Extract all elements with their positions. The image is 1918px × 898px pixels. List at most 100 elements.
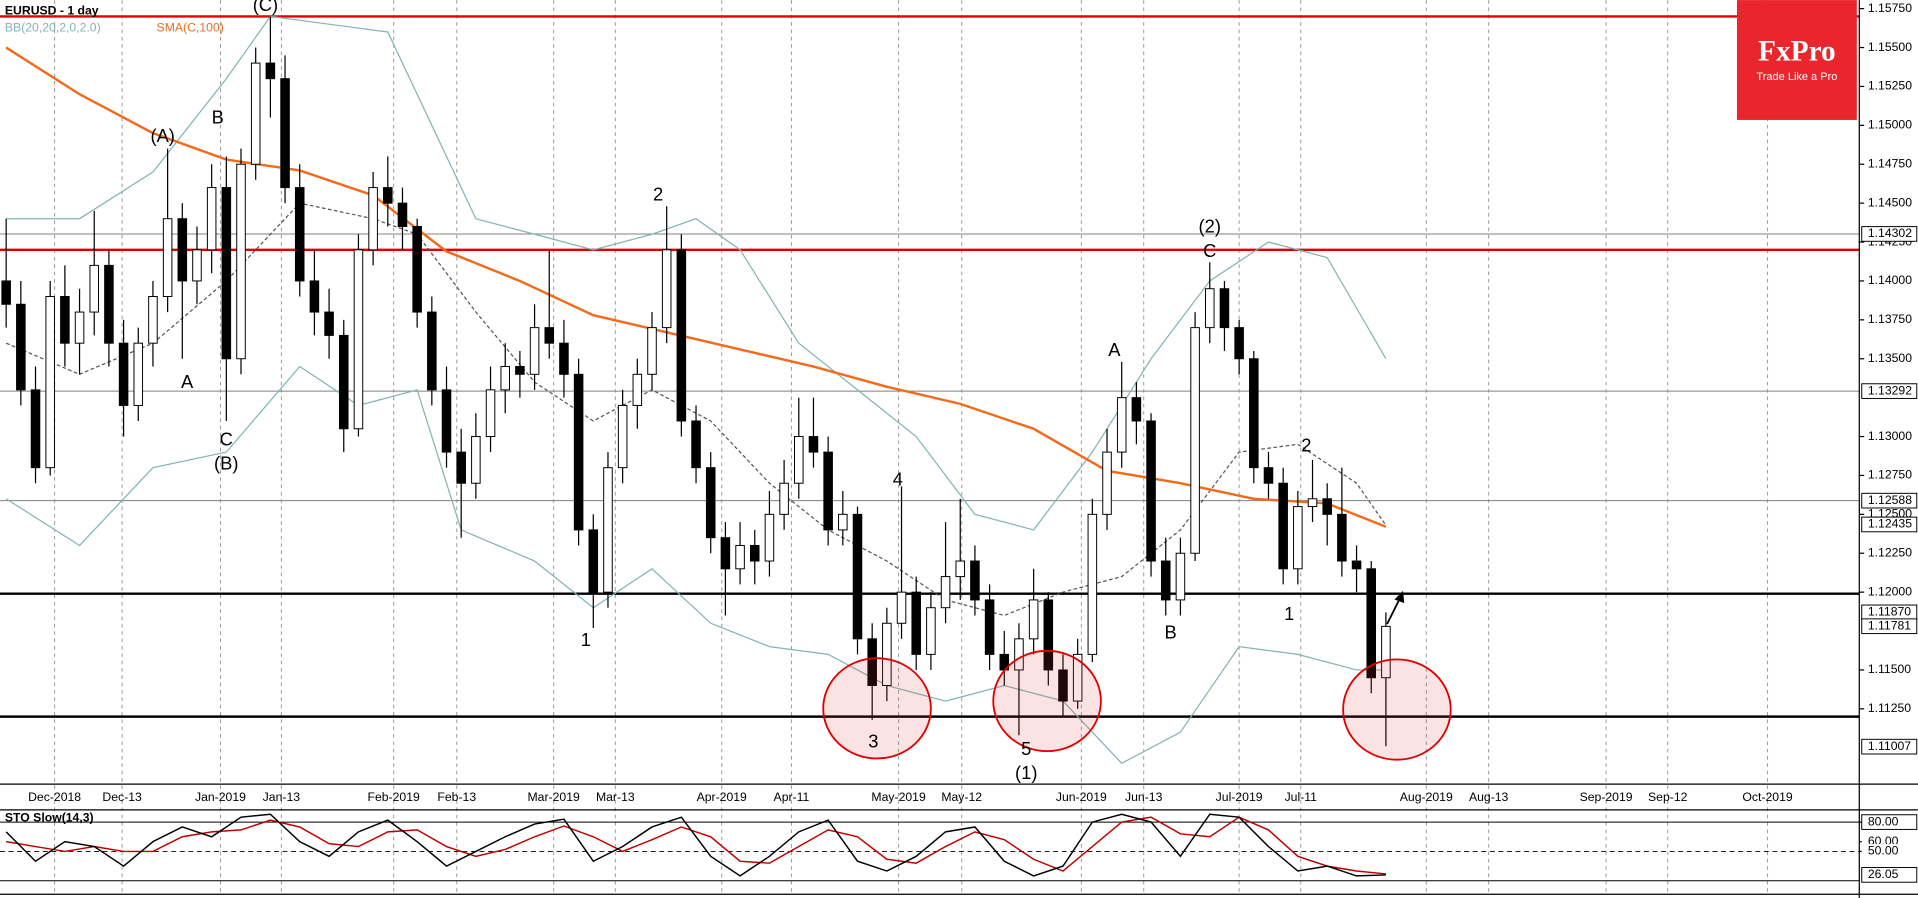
candle-body [74, 311, 85, 344]
chart-title: EURUSD - 1 day [5, 3, 99, 17]
candle-body [294, 187, 305, 282]
y-tick-label: 1.13000 [1868, 429, 1912, 443]
candle-body [1205, 288, 1215, 329]
candle-body [515, 366, 525, 375]
candle-body [456, 451, 466, 484]
candle-body [485, 389, 496, 438]
candle-body [735, 544, 745, 570]
y-tick-label: 1.15750 [1868, 1, 1912, 15]
logo-tagline: Trade Like a Pro [1756, 71, 1837, 83]
candle-body [1116, 397, 1127, 453]
stochastic-label-box [1861, 814, 1918, 830]
wave-label: A [1108, 339, 1121, 360]
price-label-box [1861, 492, 1918, 509]
candle-body [882, 622, 892, 686]
candle-body [133, 342, 144, 406]
sma-line [5, 46, 1387, 528]
x-tick-label: Sep-12 [1648, 790, 1688, 804]
price-label: 1.12588 [1868, 493, 1912, 507]
candle-body [1381, 625, 1391, 679]
y-tick-label: 1.15500 [1868, 40, 1912, 54]
candle-body [1366, 568, 1377, 679]
wave-label: B [1164, 622, 1176, 643]
x-tick-label: Apr-2019 [697, 790, 747, 804]
y-tick-label: 1.11500 [1868, 662, 1911, 676]
y-tick-label: 1.12000 [1868, 584, 1912, 598]
candle-body [427, 311, 437, 391]
stochastic-label-box [1861, 844, 1917, 859]
candle-body [1146, 420, 1156, 562]
candle-body [324, 311, 334, 336]
stochastic-current: 26.05 [1868, 867, 1899, 881]
x-tick-label: Dec-13 [102, 790, 142, 804]
wave-label: 4 [893, 469, 903, 490]
candle-body [221, 187, 232, 360]
x-tick-label: Jul-11 [1285, 790, 1318, 804]
arrow-head [1394, 590, 1405, 604]
logo-name: FxPro [1758, 36, 1836, 68]
candle-body [1263, 467, 1274, 484]
sma-legend: SMA(C,100) [157, 20, 224, 34]
price-label: 1.14302 [1868, 226, 1912, 240]
highlight-circle [992, 649, 1102, 753]
candle-body [1043, 599, 1054, 671]
x-tick-label: May-12 [941, 790, 982, 804]
annotations: (A) B A C (B) (C) 1 2 4 3 5 (1) A B (2) C 2 1 [150, 0, 1311, 783]
candle-body [368, 187, 378, 251]
candle-body [823, 451, 833, 531]
candle-body [617, 404, 628, 469]
candle-body [89, 264, 100, 313]
candle-body [705, 467, 716, 539]
candle-body [383, 187, 393, 204]
candle-body [794, 436, 804, 484]
candle-body [544, 327, 555, 344]
wave-label: B [212, 107, 224, 128]
candle-body [1131, 397, 1142, 422]
candle-body [280, 78, 290, 189]
candle-body [309, 280, 320, 313]
candle-body [661, 249, 672, 329]
wave-label: 5 [1021, 738, 1031, 759]
wave-label: 2 [653, 184, 663, 205]
candle-body [529, 327, 540, 375]
candle-body [1072, 653, 1083, 702]
logo-box [1736, 0, 1857, 120]
wave-label: A [181, 371, 194, 392]
candle-body [573, 373, 584, 531]
x-tick-label: Aug-13 [1469, 790, 1509, 804]
price-label: 1.11007 [1868, 739, 1911, 753]
price-label-box [1861, 226, 1918, 242]
candle-body [559, 342, 569, 375]
candle-body [1087, 513, 1098, 655]
wave-label: (1) [1015, 762, 1037, 783]
candle-body [764, 513, 775, 562]
bb-band [5, 365, 1386, 765]
candle-body [632, 373, 643, 406]
candle-body [118, 342, 129, 406]
candle-body [852, 513, 863, 640]
price-label-box [1861, 383, 1918, 399]
candle-body [984, 599, 995, 655]
candle-body [441, 389, 452, 453]
y-tick-label: 1.14000 [1868, 273, 1912, 287]
y-tick-label: 1.15250 [1868, 79, 1912, 93]
wave-label: 2 [1301, 434, 1311, 455]
wave-label: (2) [1199, 215, 1221, 236]
candle-body [206, 187, 217, 251]
candle-body [30, 389, 41, 469]
price-label: 1.11870 [1868, 605, 1911, 619]
x-tick-label: Feb-2019 [368, 790, 421, 804]
candle-body [1219, 288, 1230, 329]
candle-body [1322, 498, 1332, 515]
candle-body [265, 62, 276, 80]
candle-body [1249, 358, 1259, 469]
wave-label: C [1203, 240, 1216, 261]
candle-body [1028, 599, 1039, 640]
candle-body [749, 544, 760, 562]
x-tick-label: Oct-2019 [1742, 790, 1792, 804]
